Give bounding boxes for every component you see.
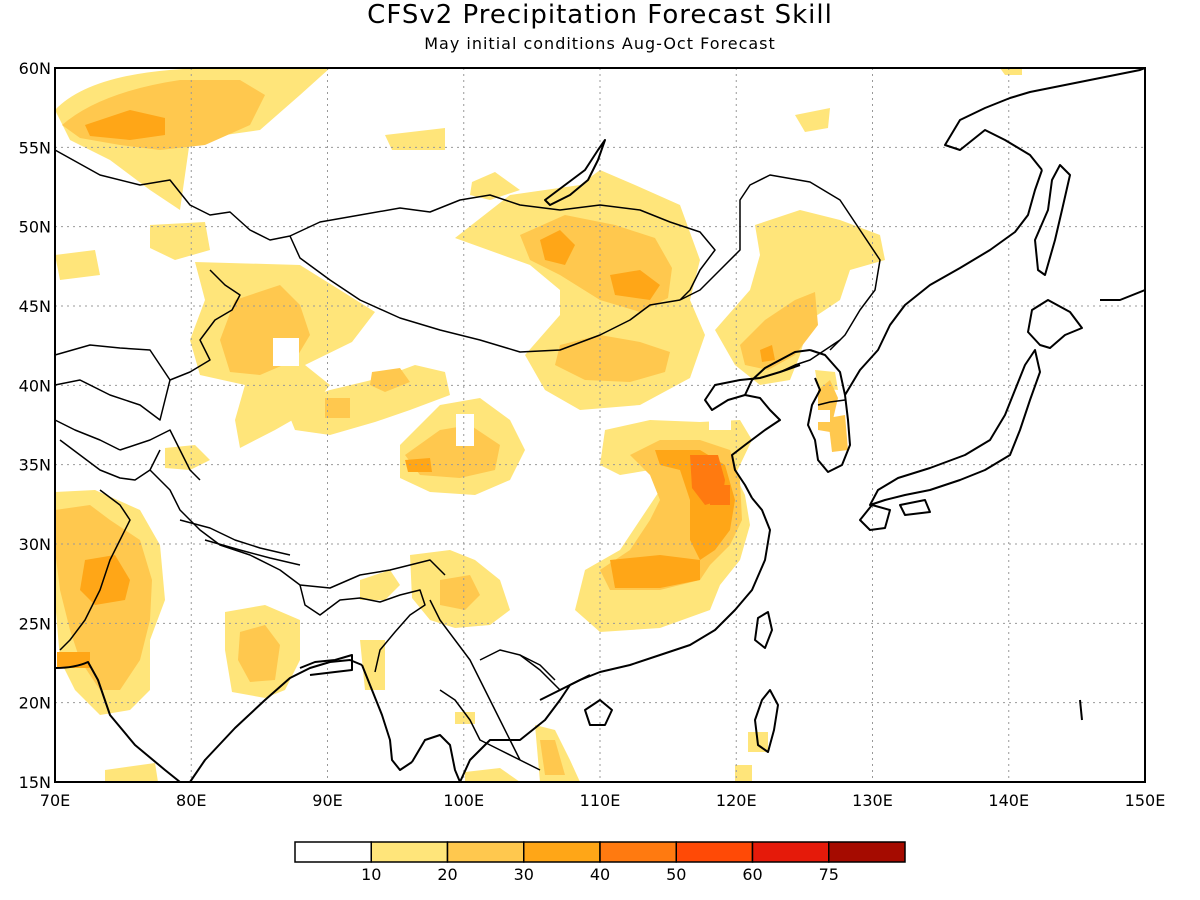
- y-tick-label: 20N: [19, 694, 51, 713]
- map-frame: [54, 67, 1146, 783]
- y-tick-label: 15N: [19, 773, 51, 792]
- colorbar-swatch: [751, 841, 830, 863]
- y-tick-label: 45N: [19, 297, 51, 316]
- colorbar-label: 60: [742, 865, 762, 884]
- y-tick-label: 30N: [19, 535, 51, 554]
- skill-shading: [55, 68, 1022, 782]
- country-borders: [54, 149, 881, 771]
- x-tick-label: 140E: [988, 791, 1029, 810]
- x-tick-label: 90E: [312, 791, 342, 810]
- x-tick-label: 70E: [40, 791, 70, 810]
- colorbar-swatch: [370, 841, 449, 863]
- x-tick-label: 110E: [580, 791, 621, 810]
- x-tick-label: 130E: [852, 791, 893, 810]
- colorbar-swatch: [446, 841, 525, 863]
- x-tick-label: 120E: [716, 791, 757, 810]
- skill-very-strong-region: [690, 455, 730, 505]
- skill-light-region: [55, 68, 1022, 782]
- map-title: CFSv2 Precipitation Forecast Skill: [367, 0, 833, 30]
- colorbar-swatch: [294, 841, 372, 863]
- colorbar-swatch: [675, 841, 754, 863]
- y-tick-label: 40N: [19, 376, 51, 395]
- x-tick-label: 80E: [176, 791, 206, 810]
- y-axis-labels: 15N 20N 25N 30N 35N 40N 45N 50N 55N 60N: [19, 59, 51, 792]
- y-tick-label: 25N: [19, 614, 51, 633]
- map-subtitle: May initial conditions Aug-Oct Forecast: [424, 34, 776, 53]
- x-tick-label: 150E: [1125, 791, 1166, 810]
- colorbar-label: 40: [590, 865, 610, 884]
- colorbar-label: 20: [437, 865, 457, 884]
- colorbar-label: 75: [819, 865, 839, 884]
- masked-cells: [273, 338, 830, 446]
- colorbar: 10 20 30 40 50 60 75: [294, 841, 906, 884]
- y-tick-label: 35N: [19, 456, 51, 475]
- x-axis-labels: 70E 80E 90E 100E 110E 120E 130E 140E 150E: [40, 791, 1166, 810]
- y-tick-label: 55N: [19, 138, 51, 157]
- colorbar-label: 50: [666, 865, 686, 884]
- colorbar-swatch: [523, 841, 601, 863]
- y-tick-label: 50N: [19, 218, 51, 237]
- x-tick-label: 100E: [443, 791, 484, 810]
- colorbar-label: 10: [361, 865, 381, 884]
- y-tick-label: 60N: [19, 59, 51, 78]
- colorbar-swatch: [828, 841, 906, 863]
- colorbar-swatch: [599, 841, 677, 863]
- coastlines: [54, 67, 1146, 783]
- colorbar-label: 30: [514, 865, 534, 884]
